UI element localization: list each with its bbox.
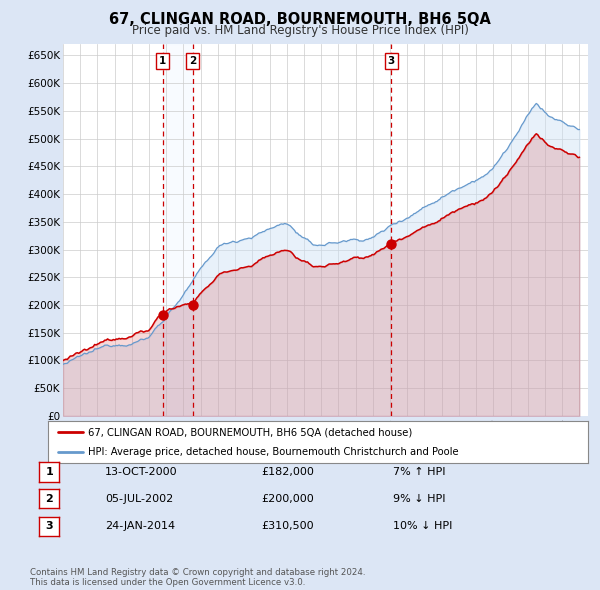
Text: 67, CLINGAN ROAD, BOURNEMOUTH, BH6 5QA: 67, CLINGAN ROAD, BOURNEMOUTH, BH6 5QA bbox=[109, 12, 491, 27]
Text: 7% ↑ HPI: 7% ↑ HPI bbox=[393, 467, 445, 477]
Text: £310,500: £310,500 bbox=[261, 522, 314, 531]
Text: £200,000: £200,000 bbox=[261, 494, 314, 503]
Text: 67, CLINGAN ROAD, BOURNEMOUTH, BH6 5QA (detached house): 67, CLINGAN ROAD, BOURNEMOUTH, BH6 5QA (… bbox=[89, 427, 413, 437]
Text: Contains HM Land Registry data © Crown copyright and database right 2024.
This d: Contains HM Land Registry data © Crown c… bbox=[30, 568, 365, 587]
Text: 24-JAN-2014: 24-JAN-2014 bbox=[105, 522, 175, 531]
Text: HPI: Average price, detached house, Bournemouth Christchurch and Poole: HPI: Average price, detached house, Bour… bbox=[89, 447, 459, 457]
Text: 13-OCT-2000: 13-OCT-2000 bbox=[105, 467, 178, 477]
Text: 05-JUL-2002: 05-JUL-2002 bbox=[105, 494, 173, 503]
Text: 10% ↓ HPI: 10% ↓ HPI bbox=[393, 522, 452, 531]
Text: Price paid vs. HM Land Registry's House Price Index (HPI): Price paid vs. HM Land Registry's House … bbox=[131, 24, 469, 37]
Text: 9% ↓ HPI: 9% ↓ HPI bbox=[393, 494, 445, 503]
Text: 3: 3 bbox=[46, 522, 53, 531]
Bar bbox=[163, 44, 193, 416]
Text: 2: 2 bbox=[189, 56, 196, 66]
Text: 3: 3 bbox=[388, 56, 395, 66]
Text: 1: 1 bbox=[159, 56, 166, 66]
Text: 1: 1 bbox=[46, 467, 53, 477]
Text: £182,000: £182,000 bbox=[261, 467, 314, 477]
Text: 2: 2 bbox=[46, 494, 53, 503]
